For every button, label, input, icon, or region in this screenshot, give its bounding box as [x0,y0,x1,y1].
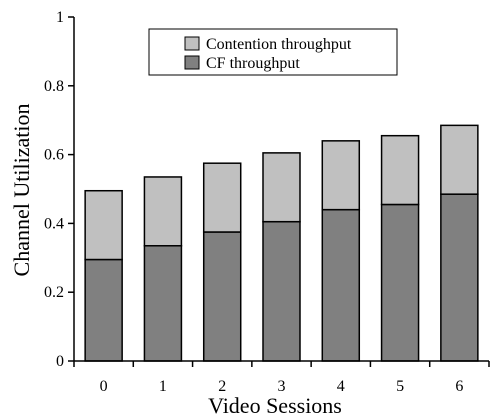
bar-contention-throughput [321,140,361,211]
y-tick-label: 0 [56,353,64,370]
y-tick-label: 0.4 [44,215,64,232]
y-axis-label: Channel Utilization [9,104,34,277]
x-tick-label: 4 [337,378,345,395]
bar-contention-throughput [440,124,479,195]
legend-label-cf: CF throughput [206,55,300,72]
bar-contention-throughput [202,162,242,233]
bars-group [84,124,479,362]
bar-contention-throughput [262,152,301,223]
legend-label-contention: Contention throughput [206,36,352,53]
bar-cf-throughput [84,258,123,362]
y-tick-label: 1 [56,9,64,26]
y-axis-ticks: 0 0.2 0.4 0.6 0.8 1 [44,9,74,370]
bar-cf-throughput [321,208,361,362]
y-tick-label: 0.6 [44,147,64,164]
legend-swatch-contention [184,36,200,51]
bar-cf-throughput [440,193,479,362]
bar-cf-throughput [143,245,183,362]
bar-contention-throughput [84,189,123,261]
x-tick-label: 1 [159,378,167,395]
bar-contention-throughput [143,176,183,247]
bar-cf-throughput [262,220,301,362]
legend: Contention throughput CF throughput [148,28,398,76]
bar-contention-throughput [380,134,420,206]
legend-swatch-cf [184,55,200,70]
x-axis-label: Video Sessions [208,393,342,416]
bar-cf-throughput [380,203,420,362]
x-tick-label: 6 [455,378,463,395]
x-tick-label: 2 [218,378,226,395]
bar-cf-throughput [202,231,242,362]
x-tick-label: 0 [100,378,108,395]
x-tick-label: 3 [278,378,286,395]
x-tick-label: 5 [396,378,404,395]
y-tick-label: 0.2 [44,284,64,301]
x-axis-ticks: 0 1 2 3 4 5 6 [73,361,490,395]
y-tick-label: 0.8 [44,78,64,95]
